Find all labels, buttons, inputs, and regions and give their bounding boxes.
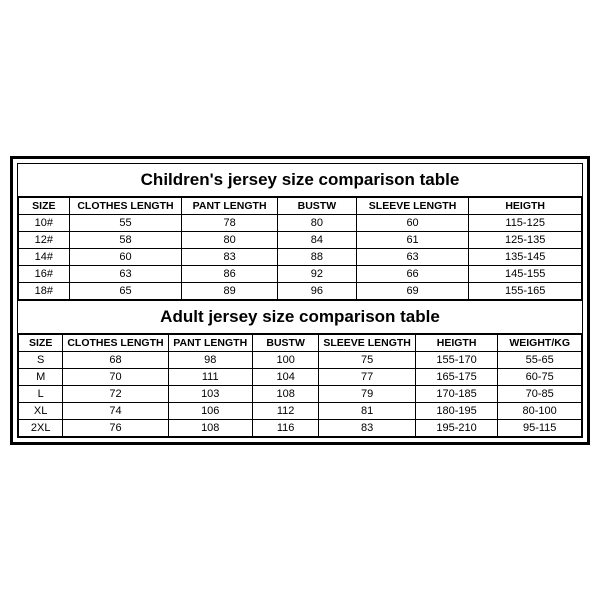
cell: 98 [168, 351, 252, 368]
cell: 80 [182, 231, 278, 248]
cell: 68 [63, 351, 168, 368]
col-size: SIZE [19, 197, 70, 214]
cell: 2XL [19, 419, 63, 436]
cell: 79 [319, 385, 416, 402]
col-bust: BUSTW [277, 197, 356, 214]
cell: 78 [182, 214, 278, 231]
cell: 80 [277, 214, 356, 231]
cell: 63 [356, 248, 469, 265]
cell: 70 [63, 368, 168, 385]
cell: 83 [182, 248, 278, 265]
cell: 55 [69, 214, 182, 231]
table-row: 12# 58 80 84 61 125-135 [19, 231, 582, 248]
cell: 18# [19, 282, 70, 299]
table-row: 16# 63 86 92 66 145-155 [19, 265, 582, 282]
cell: S [19, 351, 63, 368]
col-bust: BUSTW [252, 334, 318, 351]
cell: 100 [252, 351, 318, 368]
cell: 111 [168, 368, 252, 385]
cell: 115-125 [469, 214, 582, 231]
cell: 12# [19, 231, 70, 248]
cell: 84 [277, 231, 356, 248]
cell: 89 [182, 282, 278, 299]
cell: 75 [319, 351, 416, 368]
adult-title: Adult jersey size comparison table [18, 300, 582, 334]
col-height: HEIGTH [469, 197, 582, 214]
cell: 70-85 [498, 385, 582, 402]
children-title: Children's jersey size comparison table [18, 164, 582, 197]
cell: XL [19, 402, 63, 419]
cell: 65 [69, 282, 182, 299]
cell: 60 [69, 248, 182, 265]
table-row: M 70 111 104 77 165-175 60-75 [19, 368, 582, 385]
cell: 69 [356, 282, 469, 299]
cell: 112 [252, 402, 318, 419]
cell: 103 [168, 385, 252, 402]
col-pant-length: PANT LENGTH [182, 197, 278, 214]
cell: 14# [19, 248, 70, 265]
cell: 76 [63, 419, 168, 436]
cell: 60-75 [498, 368, 582, 385]
children-body: 10# 55 78 80 60 115-125 12# 58 80 84 61 … [19, 214, 582, 299]
cell: 74 [63, 402, 168, 419]
cell: 58 [69, 231, 182, 248]
cell: 88 [277, 248, 356, 265]
cell: 63 [69, 265, 182, 282]
cell: 55-65 [498, 351, 582, 368]
table-row: 10# 55 78 80 60 115-125 [19, 214, 582, 231]
cell: 108 [168, 419, 252, 436]
table-row: XL 74 106 112 81 180-195 80-100 [19, 402, 582, 419]
cell: 104 [252, 368, 318, 385]
cell: 77 [319, 368, 416, 385]
cell: 155-170 [415, 351, 497, 368]
cell: 96 [277, 282, 356, 299]
cell: 145-155 [469, 265, 582, 282]
col-height: HEIGTH [415, 334, 497, 351]
table-row: 2XL 76 108 116 83 195-210 95-115 [19, 419, 582, 436]
col-clothes-length: CLOTHES LENGTH [69, 197, 182, 214]
cell: 155-165 [469, 282, 582, 299]
cell: 170-185 [415, 385, 497, 402]
col-weight: WEIGHT/KG [498, 334, 582, 351]
col-pant-length: PANT LENGTH [168, 334, 252, 351]
cell: 80-100 [498, 402, 582, 419]
cell: 195-210 [415, 419, 497, 436]
cell: 106 [168, 402, 252, 419]
cell: 92 [277, 265, 356, 282]
cell: L [19, 385, 63, 402]
cell: 16# [19, 265, 70, 282]
cell: 66 [356, 265, 469, 282]
cell: 10# [19, 214, 70, 231]
cell: 81 [319, 402, 416, 419]
cell: 135-145 [469, 248, 582, 265]
cell: 61 [356, 231, 469, 248]
cell: 95-115 [498, 419, 582, 436]
col-clothes-length: CLOTHES LENGTH [63, 334, 168, 351]
cell: 83 [319, 419, 416, 436]
col-sleeve-length: SLEEVE LENGTH [356, 197, 469, 214]
children-table: SIZE CLOTHES LENGTH PANT LENGTH BUSTW SL… [18, 197, 582, 300]
cell: M [19, 368, 63, 385]
col-sleeve-length: SLEEVE LENGTH [319, 334, 416, 351]
adult-header-row: SIZE CLOTHES LENGTH PANT LENGTH BUSTW SL… [19, 334, 582, 351]
cell: 108 [252, 385, 318, 402]
table-row: L 72 103 108 79 170-185 70-85 [19, 385, 582, 402]
col-size: SIZE [19, 334, 63, 351]
cell: 180-195 [415, 402, 497, 419]
cell: 60 [356, 214, 469, 231]
table-row: 18# 65 89 96 69 155-165 [19, 282, 582, 299]
size-chart-inner: Children's jersey size comparison table … [17, 163, 583, 438]
cell: 125-135 [469, 231, 582, 248]
cell: 86 [182, 265, 278, 282]
table-row: S 68 98 100 75 155-170 55-65 [19, 351, 582, 368]
cell: 116 [252, 419, 318, 436]
cell: 72 [63, 385, 168, 402]
table-row: 14# 60 83 88 63 135-145 [19, 248, 582, 265]
adult-table: SIZE CLOTHES LENGTH PANT LENGTH BUSTW SL… [18, 334, 582, 437]
children-header-row: SIZE CLOTHES LENGTH PANT LENGTH BUSTW SL… [19, 197, 582, 214]
adult-body: S 68 98 100 75 155-170 55-65 M 70 111 10… [19, 351, 582, 436]
cell: 165-175 [415, 368, 497, 385]
size-chart-container: Children's jersey size comparison table … [10, 156, 590, 445]
